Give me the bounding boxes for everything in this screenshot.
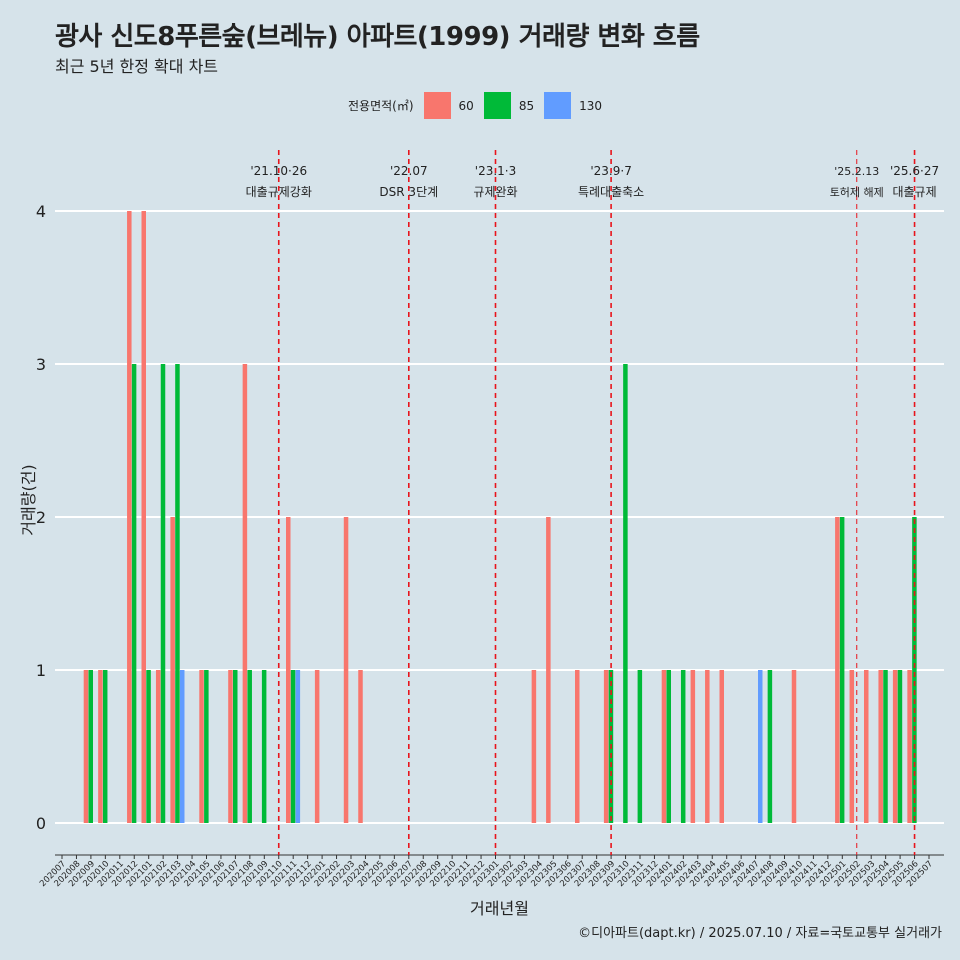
bar-60-202502: [849, 670, 855, 823]
event-label-202309: 특례대출축소: [578, 185, 644, 199]
event-label-202502: 토허제 해제: [830, 185, 884, 199]
bar-85-202401: [666, 670, 671, 823]
bar-60-202305: [546, 517, 551, 823]
event-date-202301: '23.1·3: [475, 164, 516, 178]
bar-60-202505: [892, 670, 898, 823]
bar-60-202101: [141, 211, 146, 823]
y-tick-label-0: 0: [36, 814, 46, 833]
bar-85-202101: [146, 670, 151, 823]
y-tick-label-4: 4: [36, 202, 46, 221]
bar-60-202107: [228, 670, 233, 823]
bar-85-202501: [839, 517, 845, 823]
event-date-202506: '25.6·27: [890, 164, 939, 178]
bar-130-202103: [180, 670, 185, 823]
bar-60-202009: [83, 670, 89, 823]
chart-title: 광사 신도8푸른숲(브레뉴) 아파트(1999) 거래량 변화 흐름: [55, 22, 700, 52]
y-tick-label-1: 1: [36, 661, 46, 680]
bar-85-202408: [767, 670, 773, 823]
legend-item-60: 60: [423, 92, 474, 119]
bar-85-202111: [290, 670, 296, 823]
legend-swatch-85: [483, 92, 511, 119]
y-axis-title: 거래량(건): [19, 464, 38, 535]
event-date-202309: '23.9·7: [590, 164, 631, 178]
bar-85-202504: [883, 670, 888, 823]
event-date-202502: '25.2.13: [834, 165, 879, 178]
bar-60-202108: [242, 364, 248, 823]
legend-item-85: 85: [483, 92, 535, 119]
bar-85-202107: [233, 670, 238, 823]
bar-60-202010: [98, 670, 103, 823]
bar-60-202201: [314, 670, 320, 823]
caption: ©디아파트(dapt.kr) / 2025.07.10 / 자료=국토교통부 실…: [578, 926, 942, 941]
y-tick-label-2: 2: [36, 508, 46, 527]
bar-60-202307: [575, 670, 580, 823]
event-label-202207: DSR 3단계: [379, 185, 438, 199]
bar-85-202506: [912, 517, 917, 823]
bar-60-202403: [690, 670, 696, 823]
bar-60-202111: [286, 517, 291, 823]
bar-85-202103: [175, 364, 180, 823]
event-date-202110: '21.10·26: [250, 164, 307, 178]
event-label-202506: 대출규제: [892, 185, 936, 199]
legend-title: 전용면적(㎡): [348, 99, 414, 113]
bar-130-202111: [295, 670, 301, 823]
bar-85-202102: [160, 364, 166, 823]
legend-label-85: 85: [518, 98, 535, 113]
bar-60-202012: [127, 211, 132, 823]
bar-85-202402: [680, 670, 686, 823]
bar-60-202103: [170, 517, 175, 823]
bar-60-202404: [705, 670, 710, 823]
bar-130-202407: [758, 670, 763, 823]
event-label-202110: 대출규제강화: [246, 185, 312, 199]
bar-60-202105: [199, 670, 204, 823]
legend-swatch-60: [423, 92, 451, 119]
bar-85-202009: [88, 670, 93, 823]
bar-60-202203: [343, 517, 349, 823]
bar-85-202105: [204, 670, 209, 823]
bar-60-202304: [531, 670, 537, 823]
bar-60-202405: [719, 670, 724, 823]
legend-label-60: 60: [458, 98, 474, 113]
legend-swatch-130: [544, 92, 572, 119]
bar-60-202401: [661, 670, 667, 823]
bar-60-202204: [358, 670, 363, 823]
event-label-202301: 규제완화: [473, 185, 517, 199]
bar-60-202506: [907, 670, 912, 823]
chart-subtitle: 최근 5년 한정 확대 차트: [55, 57, 219, 76]
bar-85-202108: [247, 670, 252, 823]
bar-85-202311: [637, 670, 643, 823]
bar-85-202012: [131, 364, 137, 823]
legend: 전용면적(㎡) 60 85 130: [0, 92, 960, 119]
bar-60-202501: [835, 517, 840, 823]
bar-85-202010: [102, 670, 108, 823]
bar-60-202309: [603, 670, 609, 823]
bar-60-202504: [878, 670, 883, 823]
y-tick-label-3: 3: [36, 355, 46, 374]
event-date-202207: '22.07: [390, 164, 428, 178]
legend-item-130: 130: [544, 92, 602, 119]
bar-85-202505: [897, 670, 903, 823]
bar-60-202410: [791, 670, 797, 823]
x-axis-title: 거래년월: [470, 899, 529, 918]
bar-60-202102: [155, 670, 161, 823]
legend-label-130: 130: [579, 98, 602, 113]
bar-85-202109: [261, 670, 267, 823]
bar-85-202310: [623, 364, 628, 823]
bar-60-202503: [864, 670, 869, 823]
